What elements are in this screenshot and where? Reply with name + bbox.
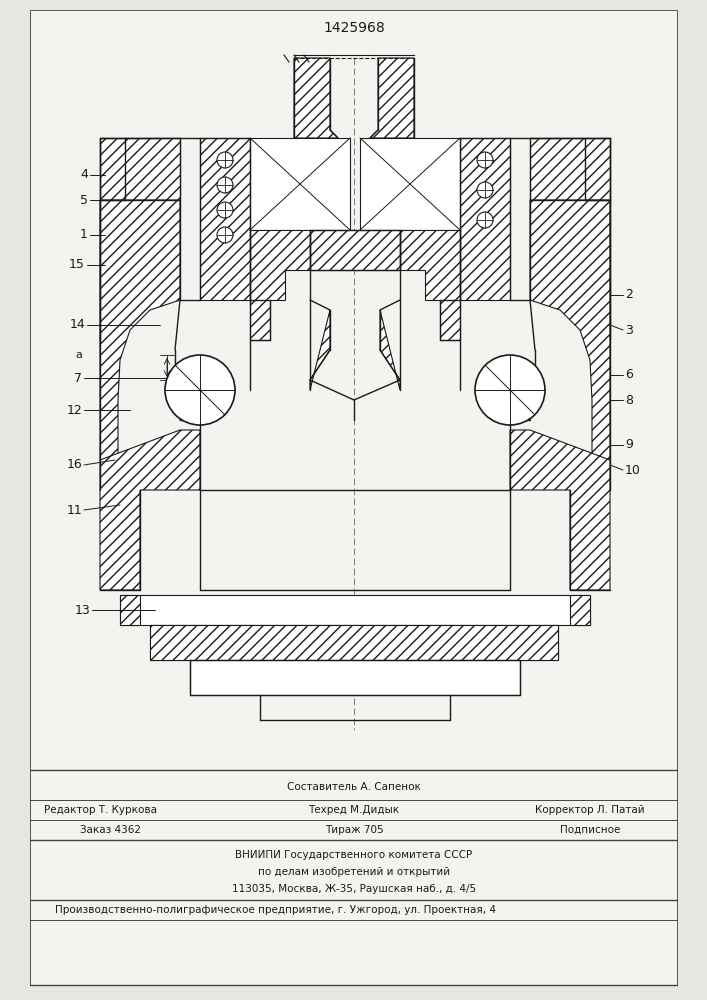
Text: по делам изобретений и открытий: по делам изобретений и открытий	[258, 867, 450, 877]
Text: Составитель А. Сапенок: Составитель А. Сапенок	[287, 782, 421, 792]
Polygon shape	[530, 200, 610, 460]
Polygon shape	[250, 230, 310, 340]
Text: 6: 6	[625, 368, 633, 381]
Bar	[190, 660, 520, 695]
Polygon shape	[100, 200, 180, 460]
Bar	[30, 770, 677, 985]
Polygon shape	[530, 138, 610, 200]
Polygon shape	[570, 595, 590, 625]
Text: 4: 4	[80, 168, 88, 182]
Circle shape	[217, 227, 233, 243]
Circle shape	[475, 355, 545, 425]
Text: 8: 8	[625, 393, 633, 406]
Polygon shape	[100, 138, 180, 200]
Circle shape	[217, 177, 233, 193]
Text: 12: 12	[66, 403, 82, 416]
Polygon shape	[460, 138, 510, 300]
Text: 3: 3	[625, 324, 633, 336]
Circle shape	[477, 212, 493, 228]
Bar	[360, 138, 460, 230]
Bar	[250, 138, 350, 230]
Text: 2: 2	[625, 288, 633, 302]
Polygon shape	[370, 58, 414, 138]
Polygon shape	[120, 595, 140, 625]
Bar	[150, 625, 558, 660]
Text: 13: 13	[74, 603, 90, 616]
Text: 113035, Москва, Ж-35, Раушская наб., д. 4/5: 113035, Москва, Ж-35, Раушская наб., д. …	[232, 884, 476, 894]
Circle shape	[477, 182, 493, 198]
Text: Техред М.Дидык: Техред М.Дидык	[308, 805, 399, 815]
Text: 7: 7	[74, 371, 82, 384]
Bar	[150, 625, 558, 660]
Text: 1: 1	[80, 229, 88, 241]
Polygon shape	[380, 310, 400, 390]
Text: 9: 9	[625, 438, 633, 452]
Text: Редактор Т. Куркова: Редактор Т. Куркова	[44, 805, 156, 815]
Polygon shape	[400, 230, 460, 340]
Circle shape	[165, 355, 235, 425]
Text: 10: 10	[625, 464, 641, 477]
Bar	[30, 10, 677, 770]
Bar	[120, 595, 590, 625]
Polygon shape	[100, 430, 200, 590]
Text: Тираж 705: Тираж 705	[325, 825, 383, 835]
Text: Заказ 4362: Заказ 4362	[80, 825, 141, 835]
Text: Производственно-полиграфическое предприятие, г. Ужгород, ул. Проектная, 4: Производственно-полиграфическое предприя…	[55, 905, 496, 915]
Polygon shape	[310, 310, 330, 390]
Text: 15: 15	[69, 258, 85, 271]
Circle shape	[477, 152, 493, 168]
Polygon shape	[294, 58, 338, 138]
Polygon shape	[310, 230, 400, 270]
Circle shape	[217, 202, 233, 218]
Polygon shape	[510, 430, 610, 590]
Text: 1425968: 1425968	[323, 21, 385, 35]
Text: a: a	[75, 350, 82, 360]
Text: Корректор Л. Патай: Корректор Л. Патай	[535, 805, 645, 815]
Text: ВНИИПИ Государственного комитета СССР: ВНИИПИ Государственного комитета СССР	[235, 850, 472, 860]
Text: 14: 14	[69, 318, 85, 332]
Text: 11: 11	[66, 504, 82, 516]
Text: 16: 16	[66, 458, 82, 472]
Text: Подписное: Подписное	[560, 825, 620, 835]
Text: 5: 5	[80, 194, 88, 207]
Circle shape	[217, 152, 233, 168]
Polygon shape	[200, 138, 250, 300]
